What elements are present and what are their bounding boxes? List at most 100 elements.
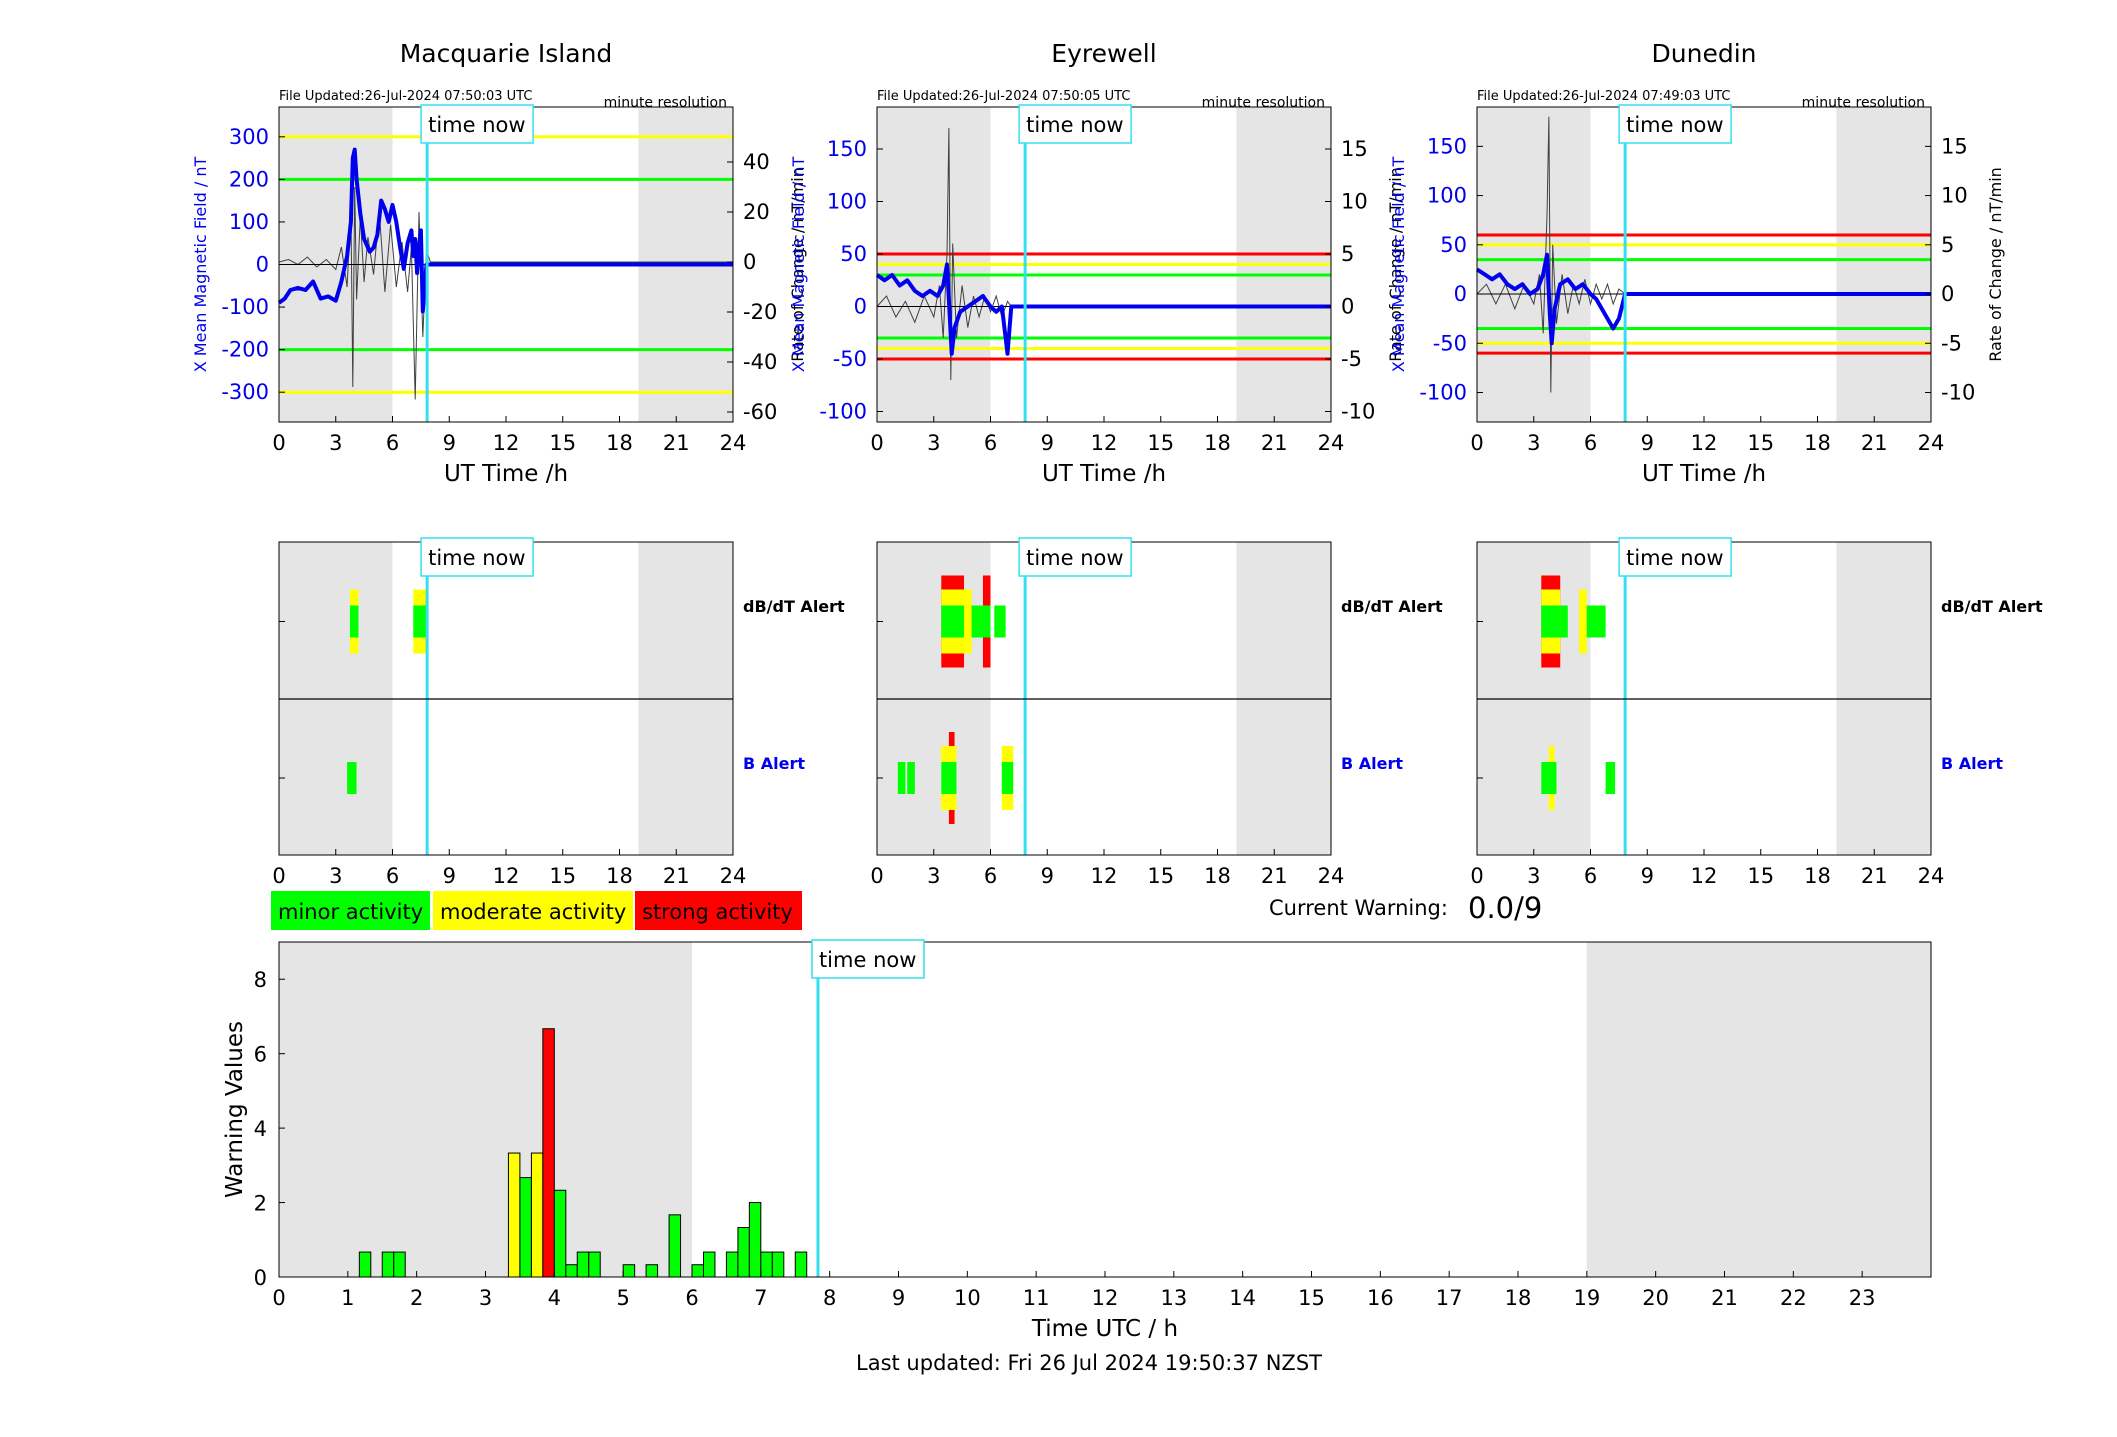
x-tick-label: 6 — [386, 864, 399, 888]
time-now-text: time now — [1626, 113, 1723, 137]
legend-label: minor activity — [278, 900, 423, 924]
warning-bar — [565, 1264, 578, 1278]
y-left-tick-label: 0 — [256, 253, 269, 277]
time-now-box — [1618, 104, 1732, 144]
x-tick-label: 21 — [663, 864, 690, 888]
time-now-box — [420, 104, 534, 144]
y-axis-label: Warning Values — [222, 1021, 248, 1198]
y-right-tick-label: 0 — [743, 250, 756, 274]
warning-bar — [542, 1028, 555, 1278]
y-right-tick-label: 0 — [1341, 295, 1354, 319]
x-tick-label: 23 — [1849, 1286, 1876, 1310]
file-updated-text: File Updated:26-Jul-2024 07:50:05 UTC — [877, 89, 1130, 104]
x-axis-label: UT Time /h — [1042, 461, 1166, 487]
legend-item-strong: strong activity — [635, 891, 802, 930]
legend-swatch — [271, 891, 430, 930]
station-title: Eyrewell — [1051, 39, 1156, 68]
station-title: Dunedin — [1652, 39, 1757, 68]
warning-bar — [381, 1251, 395, 1278]
x-tick-label: 12 — [493, 864, 520, 888]
dbdt-alert-segment — [994, 605, 1006, 638]
x-tick-label: 15 — [1747, 864, 1774, 888]
warning-bar — [725, 1251, 739, 1278]
field-line — [875, 262, 1331, 356]
time-now-box — [420, 537, 534, 577]
x-tick-label: 0 — [1470, 864, 1483, 888]
x-tick-label: 21 — [1261, 431, 1288, 455]
legend-label: strong activity — [642, 900, 793, 924]
x-tick-label: 20 — [1642, 1286, 1669, 1310]
x-tick-label: 0 — [272, 1286, 285, 1310]
warning-bar — [771, 1251, 785, 1278]
x-tick-label: 9 — [443, 431, 456, 455]
warning-bar — [691, 1264, 704, 1278]
x-tick-label: 17 — [1436, 1286, 1463, 1310]
legend-swatch — [433, 891, 633, 930]
y-right-tick-label: 5 — [1341, 242, 1354, 266]
b-alert-segment — [1605, 762, 1616, 794]
b-alert-segment — [897, 762, 906, 794]
y-left-axis-label: X Mean Magnetic Field / nT — [191, 157, 210, 373]
legend-swatch — [635, 891, 802, 930]
field-line — [277, 147, 733, 314]
x-tick-label: 1 — [341, 1286, 354, 1310]
night-shade — [1586, 942, 1931, 1277]
x-tick-label: 18 — [1204, 431, 1231, 455]
x-tick-label: 9 — [892, 1286, 905, 1310]
time-now-label: time now — [420, 104, 534, 144]
x-tick-label: 0 — [870, 431, 883, 455]
x-tick-label: 0 — [1470, 431, 1483, 455]
x-tick-label: 15 — [1147, 864, 1174, 888]
dbdt-alert-segment — [1579, 589, 1587, 654]
dbdt-alert-segment — [1560, 605, 1568, 638]
time-now-label: time now — [420, 537, 534, 577]
y-right-tick-label: 10 — [1341, 190, 1368, 214]
alert-panel-1: 0 3 6 9 12 15 18 21 24 dB/dT Alert B Alert time now — [870, 537, 1443, 888]
y-left-tick-label: -100 — [221, 295, 269, 319]
dbdt-alert-segment — [413, 605, 427, 638]
y-left-tick-label: -50 — [1433, 331, 1467, 355]
magnetometer-chart-1: 0 3 6 9 12 15 18 21 24-100-50050100150-10-505101… — [789, 39, 1405, 487]
x-tick-label: 6 — [1584, 431, 1597, 455]
x-tick-label: 15 — [1147, 431, 1174, 455]
y-right-axis-label: Rate of Change / nT/min — [1986, 167, 2005, 362]
y-left-tick-label: -300 — [221, 380, 269, 404]
warning-bar — [737, 1226, 750, 1278]
y-right-tick-label: 5 — [1941, 233, 1954, 257]
x-tick-label: 12 — [1691, 431, 1718, 455]
x-tick-label: 18 — [1204, 864, 1231, 888]
file-updated-text: File Updated:26-Jul-2024 07:50:03 UTC — [279, 89, 532, 104]
dbdt-alert-segment — [971, 605, 983, 638]
y-right-tick-label: 20 — [743, 200, 770, 224]
x-tick-label: 3 — [1527, 864, 1540, 888]
x-tick-label: 6 — [685, 1286, 698, 1310]
y-left-tick-label: 100 — [229, 210, 269, 234]
x-tick-label: 15 — [1298, 1286, 1325, 1310]
time-now-box — [811, 939, 925, 979]
b-alert-label: B Alert — [1941, 754, 2003, 773]
y-right-tick-label: -60 — [743, 400, 777, 424]
y-right-tick-label: -20 — [743, 300, 777, 324]
x-tick-label: 15 — [549, 431, 576, 455]
x-tick-label: 22 — [1780, 1286, 1807, 1310]
x-tick-label: 18 — [1804, 431, 1831, 455]
warning-bar — [622, 1264, 636, 1278]
alert-panel-2: 0 3 6 9 12 15 18 21 24 dB/dT Alert B Alert time now — [1470, 537, 2043, 888]
x-tick-label: 24 — [1318, 864, 1345, 888]
dbdt-alert-label: dB/dT Alert — [1341, 597, 1443, 616]
x-tick-label: 24 — [1918, 431, 1945, 455]
x-tick-label: 3 — [329, 431, 342, 455]
x-tick-label: 4 — [548, 1286, 561, 1310]
x-tick-label: 15 — [1747, 431, 1774, 455]
dbdt-alert-segment — [1586, 605, 1606, 638]
x-tick-label: 3 — [479, 1286, 492, 1310]
b-alert-label: B Alert — [1341, 754, 1403, 773]
b-alert-segment — [907, 762, 915, 794]
field-line — [1475, 252, 1931, 346]
x-tick-label: 5 — [616, 1286, 629, 1310]
time-now-box — [1618, 537, 1732, 577]
x-tick-label: 18 — [1505, 1286, 1532, 1310]
x-axis-label: Time UTC / h — [1031, 1316, 1178, 1342]
x-tick-label: 3 — [1527, 431, 1540, 455]
y-left-tick-label: -50 — [833, 347, 867, 371]
